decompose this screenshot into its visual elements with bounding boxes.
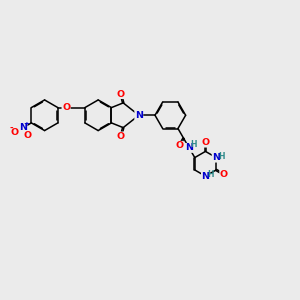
Text: N: N: [212, 153, 220, 162]
Text: H: H: [190, 140, 196, 149]
Text: H: H: [218, 152, 224, 160]
Text: O: O: [117, 90, 125, 99]
Text: N: N: [19, 123, 27, 132]
Text: O: O: [11, 128, 19, 137]
Text: H: H: [207, 170, 214, 179]
Text: O: O: [62, 103, 70, 112]
Text: N: N: [185, 143, 193, 152]
Text: O: O: [23, 131, 32, 140]
Text: N: N: [135, 111, 143, 120]
Text: +: +: [24, 121, 30, 127]
Text: N: N: [202, 172, 209, 181]
Text: -: -: [10, 124, 13, 133]
Text: O: O: [175, 141, 183, 150]
Text: O: O: [117, 132, 125, 141]
Text: O: O: [220, 170, 228, 179]
Text: O: O: [201, 138, 209, 147]
